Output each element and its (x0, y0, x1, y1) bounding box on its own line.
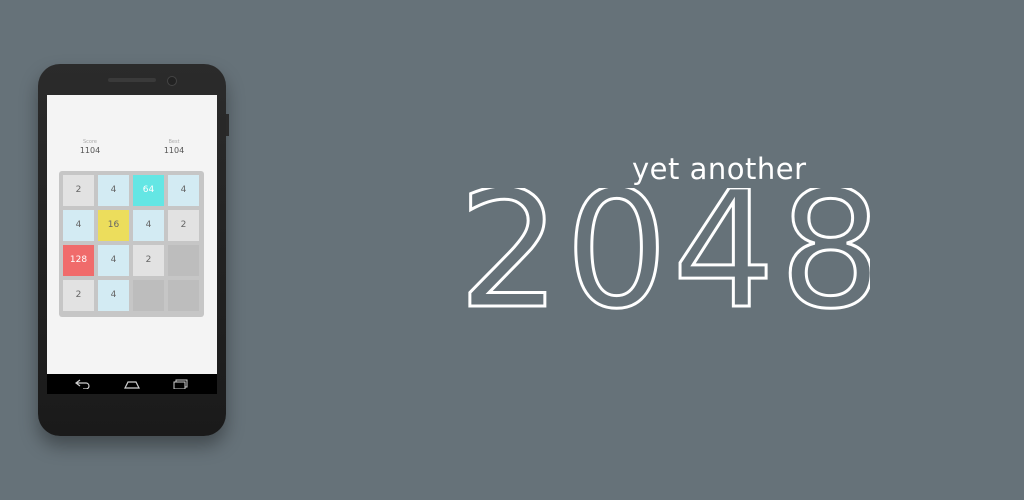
tagline: yet another (632, 152, 807, 186)
empty-cell (133, 280, 164, 311)
tile: 4 (98, 245, 129, 276)
recent-apps-icon[interactable] (172, 378, 190, 390)
tile: 16 (98, 210, 129, 241)
tile: 64 (133, 175, 164, 206)
best-box: Best 1104 (144, 139, 204, 155)
phone-camera (167, 76, 177, 86)
logo-text: 2048 (458, 188, 870, 338)
tile: 2 (63, 175, 94, 206)
score-value: 1104 (79, 146, 101, 155)
phone-mockup: Score 1104 Best 1104 2 4 64 4 4 16 4 2 128 4 2 2 4 (38, 64, 229, 436)
tile: 4 (133, 210, 164, 241)
tile: 4 (98, 175, 129, 206)
tile: 4 (98, 280, 129, 311)
best-label: Best (168, 139, 180, 145)
score-box: Score 1104 (60, 139, 120, 155)
best-value: 1104 (163, 146, 185, 155)
tile: 2 (63, 280, 94, 311)
score-label: Score (82, 139, 97, 145)
back-icon[interactable] (74, 378, 92, 390)
android-navbar (47, 374, 217, 394)
logo-2048: 2048 (457, 156, 884, 347)
tile: 2 (133, 245, 164, 276)
tile: 2 (168, 210, 199, 241)
phone-speaker (108, 78, 156, 82)
game-board[interactable]: 2 4 64 4 4 16 4 2 128 4 2 2 4 (59, 171, 204, 317)
empty-cell (168, 245, 199, 276)
tile: 4 (63, 210, 94, 241)
tile: 4 (168, 175, 199, 206)
empty-cell (168, 280, 199, 311)
tile: 128 (63, 245, 94, 276)
phone-side-button (226, 114, 229, 136)
phone-screen: Score 1104 Best 1104 2 4 64 4 4 16 4 2 128 4 2 2 4 (47, 95, 217, 374)
home-icon[interactable] (123, 378, 141, 390)
